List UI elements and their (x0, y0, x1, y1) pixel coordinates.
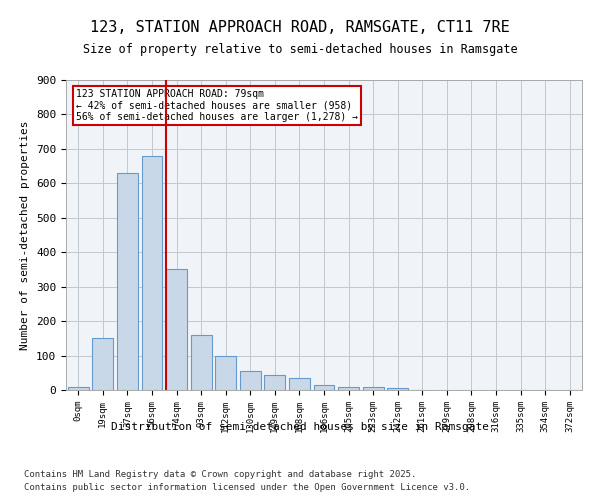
Bar (166, 270, 187, 390)
Bar (92, 338, 113, 390)
Y-axis label: Number of semi-detached properties: Number of semi-detached properties (20, 120, 31, 350)
Text: 123 STATION APPROACH ROAD: 79sqm
← 42% of semi-detached houses are smaller (958): 123 STATION APPROACH ROAD: 79sqm ← 42% o… (76, 90, 358, 122)
Bar (142, 156, 163, 390)
Bar (215, 356, 236, 390)
Bar (191, 335, 212, 390)
Text: Size of property relative to semi-detached houses in Ramsgate: Size of property relative to semi-detach… (83, 42, 517, 56)
Text: Contains public sector information licensed under the Open Government Licence v3: Contains public sector information licen… (24, 482, 470, 492)
Bar (68, 386, 89, 390)
Bar (265, 374, 286, 390)
Bar (240, 371, 261, 390)
Text: Contains HM Land Registry data © Crown copyright and database right 2025.: Contains HM Land Registry data © Crown c… (24, 470, 416, 479)
Bar (289, 378, 310, 390)
Bar (117, 173, 138, 390)
Text: 123, STATION APPROACH ROAD, RAMSGATE, CT11 7RE: 123, STATION APPROACH ROAD, RAMSGATE, CT… (90, 20, 510, 35)
Bar (387, 388, 408, 390)
Bar (338, 386, 359, 390)
Bar (362, 386, 383, 390)
Text: Distribution of semi-detached houses by size in Ramsgate: Distribution of semi-detached houses by … (111, 422, 489, 432)
Bar (314, 385, 334, 390)
